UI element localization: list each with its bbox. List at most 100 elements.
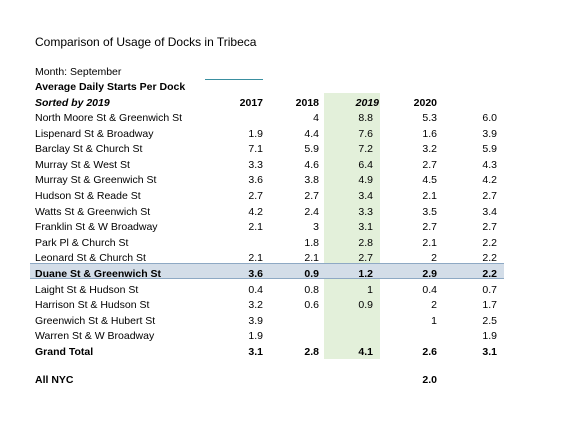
highlighted-2019-column [324, 93, 380, 359]
value-cell: 0.7 [482, 283, 497, 296]
dock-name: Murray St & Greenwich St [35, 174, 157, 187]
value-cell: 2 [431, 299, 437, 312]
value-cell: 2.2 [482, 236, 497, 249]
dock-name: Grand Total [35, 346, 94, 358]
value-cell: 2.6 [422, 346, 437, 358]
value-cell: 2.1 [422, 236, 437, 249]
value-cell: 4.1 [358, 346, 373, 358]
dock-name: Murray St & West St [35, 158, 130, 171]
value-cell: 2.2 [482, 252, 497, 265]
all-nyc-label: All NYC [35, 374, 74, 386]
dock-name: Lispenard St & Broadway [35, 127, 154, 140]
value-cell: 2.2 [482, 268, 497, 280]
value-cell: 3.6 [248, 268, 263, 280]
value-cell: 4.9 [358, 174, 373, 187]
table-row: Lispenard St & Broadway 1.9 4.4 7.6 1.6 3.9 [0, 128, 567, 143]
table-row: Hudson St & Reade St 2.7 2.7 3.4 2.1 2.7 [0, 190, 567, 205]
dock-name: Park Pl & Church St [35, 236, 129, 249]
value-cell: 1 [431, 314, 437, 327]
value-cell: 3.1 [482, 346, 497, 358]
value-cell: 4.6 [304, 158, 319, 171]
value-cell: 2.7 [358, 252, 373, 265]
value-cell: 7.2 [358, 143, 373, 156]
table-row: Grand Total 3.1 2.8 4.1 2.6 3.1 [0, 346, 567, 361]
value-cell: 0.9 [304, 268, 319, 280]
sorted-by-label: Sorted by 2019 [35, 97, 110, 109]
value-cell: 3.9 [482, 127, 497, 140]
value-cell: 3.4 [358, 190, 373, 202]
table-row: Watts St & Greenwich St 4.2 2.4 3.3 3.5 3.4 [0, 206, 567, 221]
value-cell: 3.1 [358, 221, 373, 234]
sheet-title: Comparison of Usage of Docks in Tribeca [35, 35, 257, 49]
value-cell: 1 [367, 283, 373, 296]
value-cell: 2.1 [248, 221, 263, 234]
value-cell: 1.9 [248, 127, 263, 140]
value-cell: 2.7 [304, 190, 319, 202]
value-cell: 1.9 [248, 330, 263, 343]
highlighted-row-duane [30, 263, 504, 279]
value-cell: 3.2 [248, 299, 263, 312]
value-cell: 4.3 [482, 158, 497, 171]
table-row: Laight St & Hudson St 0.4 0.8 1 0.4 0.7 [0, 284, 567, 299]
dock-name: Hudson St & Reade St [35, 190, 141, 202]
value-cell: 3.3 [248, 158, 263, 171]
value-cell: 2.8 [304, 346, 319, 358]
value-cell: 2.7 [422, 158, 437, 171]
value-cell: 3.3 [358, 205, 373, 218]
value-cell: 6.0 [482, 112, 497, 124]
value-cell: 3.5 [422, 205, 437, 218]
dock-name: Franklin St & W Broadway [35, 221, 158, 234]
value-cell: 2.7 [422, 221, 437, 234]
value-cell: 0.9 [358, 299, 373, 312]
value-cell: 2.7 [482, 221, 497, 234]
value-cell: 1.8 [304, 236, 319, 249]
value-cell: 2 [431, 252, 437, 265]
value-cell: 2.1 [248, 252, 263, 265]
value-cell: 4.4 [304, 127, 319, 140]
value-cell: 4 [313, 112, 319, 124]
value-cell: 4.2 [482, 174, 497, 187]
value-cell: 2.1 [304, 252, 319, 265]
value-cell: 3.1 [248, 346, 263, 358]
subtitle: Average Daily Starts Per Dock [35, 81, 186, 93]
value-cell: 1.2 [358, 268, 373, 280]
value-cell: 5.9 [304, 143, 319, 156]
value-cell: 5.3 [422, 112, 437, 124]
dock-name: Warren St & W Broadway [35, 330, 155, 343]
value-cell: 3.4 [482, 205, 497, 218]
table-row: Park Pl & Church St 1.8 2.8 2.1 2.2 [0, 237, 567, 252]
value-cell: 6.4 [358, 158, 373, 171]
value-cell: 0.4 [248, 283, 263, 296]
value-cell: 3 [313, 221, 319, 234]
table-row: Murray St & Greenwich St 3.6 3.8 4.9 4.5 4.2 [0, 174, 567, 189]
value-cell: 7.6 [358, 127, 373, 140]
value-cell: 2.7 [482, 190, 497, 202]
all-nyc-value: 2.0 [422, 374, 437, 386]
value-cell: 3.8 [304, 174, 319, 187]
table-row: Harrison St & Hudson St 3.2 0.6 0.9 2 1.7 [0, 299, 567, 314]
table-row: Murray St & West St 3.3 4.6 6.4 2.7 4.3 [0, 159, 567, 174]
value-cell: 2.5 [482, 314, 497, 327]
table-row: Leonard St & Church St 2.1 2.1 2.7 2 2.2 [0, 252, 567, 267]
value-cell: 2.4 [304, 205, 319, 218]
header-2017: 2017 [239, 97, 263, 109]
dock-name: Harrison St & Hudson St [35, 299, 150, 312]
value-cell: 5.9 [482, 143, 497, 156]
dock-name: Laight St & Hudson St [35, 283, 139, 296]
value-cell: 1.9 [482, 330, 497, 343]
dock-name: Barclay St & Church St [35, 143, 143, 156]
dock-name: North Moore St & Greenwich St [35, 112, 183, 124]
header-2020: 2020 [413, 97, 437, 109]
value-cell: 0.6 [304, 299, 319, 312]
value-cell: 3.9 [248, 314, 263, 327]
table-row: Barclay St & Church St 7.1 5.9 7.2 3.2 5.9 [0, 143, 567, 158]
value-cell: 7.1 [248, 143, 263, 156]
dock-name: Leonard St & Church St [35, 252, 146, 265]
table-row: Greenwich St & Hubert St 3.9 1 2.5 [0, 315, 567, 330]
value-cell: 2.8 [358, 236, 373, 249]
dock-name: Duane St & Greenwich St [35, 268, 162, 280]
value-cell: 2.1 [422, 190, 437, 202]
cell-underline [205, 79, 263, 80]
header-2018: 2018 [295, 97, 319, 109]
value-cell: 4.5 [422, 174, 437, 187]
